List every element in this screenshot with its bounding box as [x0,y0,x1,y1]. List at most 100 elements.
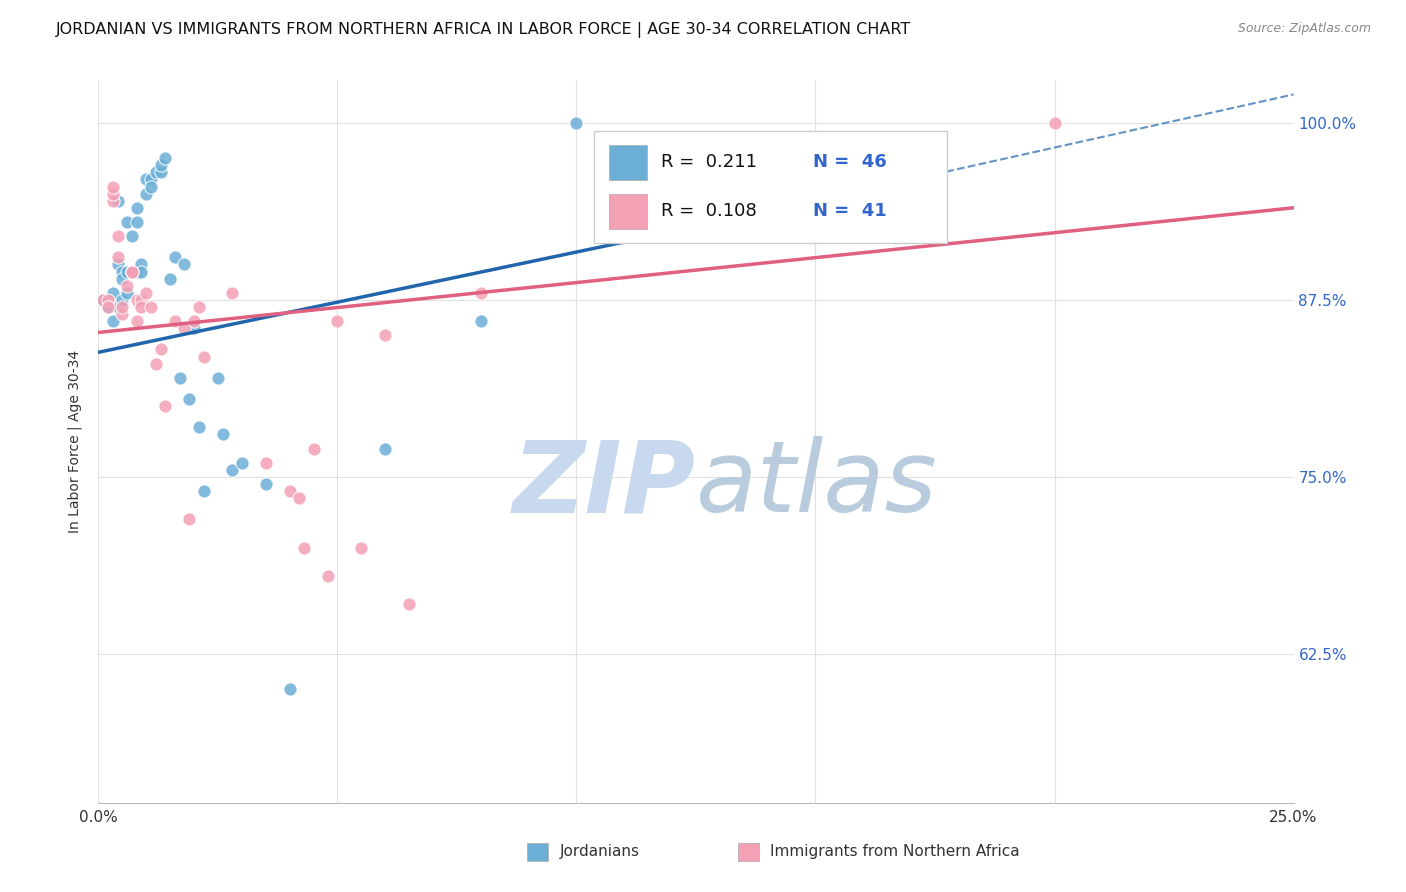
Point [97,300,120,314]
Point [111,300,134,314]
Point [115,285,138,300]
Point [173,321,195,335]
Point [159,271,181,285]
Point [111,293,134,307]
Point [254,477,277,491]
Point [374,442,396,456]
FancyBboxPatch shape [609,145,647,179]
Point [121,229,143,244]
Point [125,264,148,278]
Point [326,314,349,328]
Point [187,420,209,434]
Point [193,484,215,499]
FancyBboxPatch shape [595,131,948,243]
Point [139,172,162,186]
Point [107,300,129,314]
Text: JORDANIAN VS IMMIGRANTS FROM NORTHERN AFRICA IN LABOR FORCE | AGE 30-34 CORRELAT: JORDANIAN VS IMMIGRANTS FROM NORTHERN AF… [56,22,911,38]
Point [183,321,205,335]
Point [121,264,143,278]
Point [107,194,129,208]
Point [1043,116,1066,130]
Point [135,172,157,186]
Point [135,285,157,300]
Y-axis label: In Labor Force | Age 30-34: In Labor Force | Age 30-34 [67,350,83,533]
Point [211,427,233,442]
Text: Source: ZipAtlas.com: Source: ZipAtlas.com [1237,22,1371,36]
Point [221,463,243,477]
Point [179,392,201,406]
Point [350,541,373,555]
Point [149,165,172,179]
Point [131,264,153,278]
Point [207,371,229,385]
Text: Immigrants from Northern Africa: Immigrants from Northern Africa [770,845,1021,859]
Point [565,116,588,130]
Text: N =  46: N = 46 [813,153,887,171]
Text: atlas: atlas [696,436,938,533]
Point [91,293,114,307]
Point [101,285,124,300]
Point [107,251,129,265]
Point [149,158,172,172]
Point [145,165,167,179]
Point [470,314,492,328]
Point [169,371,191,385]
Point [115,278,138,293]
Point [97,300,120,314]
Point [125,293,148,307]
Point [91,293,114,307]
Text: Jordanians: Jordanians [560,845,640,859]
Point [125,314,148,328]
Point [111,271,134,285]
Point [292,541,315,555]
Point [278,484,301,499]
Point [302,442,325,456]
Point [121,264,143,278]
Point [145,357,167,371]
Point [115,215,138,229]
Point [155,151,177,165]
Point [163,251,186,265]
Point [139,300,162,314]
Point [107,257,129,271]
Point [101,314,124,328]
Point [101,194,124,208]
Point [101,186,124,201]
Point [135,186,157,201]
Point [187,300,209,314]
FancyBboxPatch shape [609,194,647,229]
Point [193,350,215,364]
Point [179,512,201,526]
Point [398,598,420,612]
Point [316,569,339,583]
Point [163,314,186,328]
Point [115,264,138,278]
Point [139,179,162,194]
Point [155,399,177,413]
Point [149,343,172,357]
Point [173,257,195,271]
Point [121,264,143,278]
Text: R =  0.211: R = 0.211 [661,153,758,171]
Text: N =  41: N = 41 [813,202,887,220]
Point [111,264,134,278]
Point [121,264,143,278]
Text: ZIP: ZIP [513,436,696,533]
Point [131,257,153,271]
Point [125,201,148,215]
Point [278,682,301,697]
Point [374,328,396,343]
Text: R =  0.108: R = 0.108 [661,202,756,220]
Point [183,314,205,328]
Point [131,300,153,314]
Point [107,229,129,244]
Point [131,293,153,307]
Point [231,456,253,470]
Point [254,456,277,470]
Point [97,293,120,307]
Point [111,307,134,321]
Point [221,285,243,300]
Point [125,215,148,229]
Point [470,285,492,300]
Point [101,179,124,194]
